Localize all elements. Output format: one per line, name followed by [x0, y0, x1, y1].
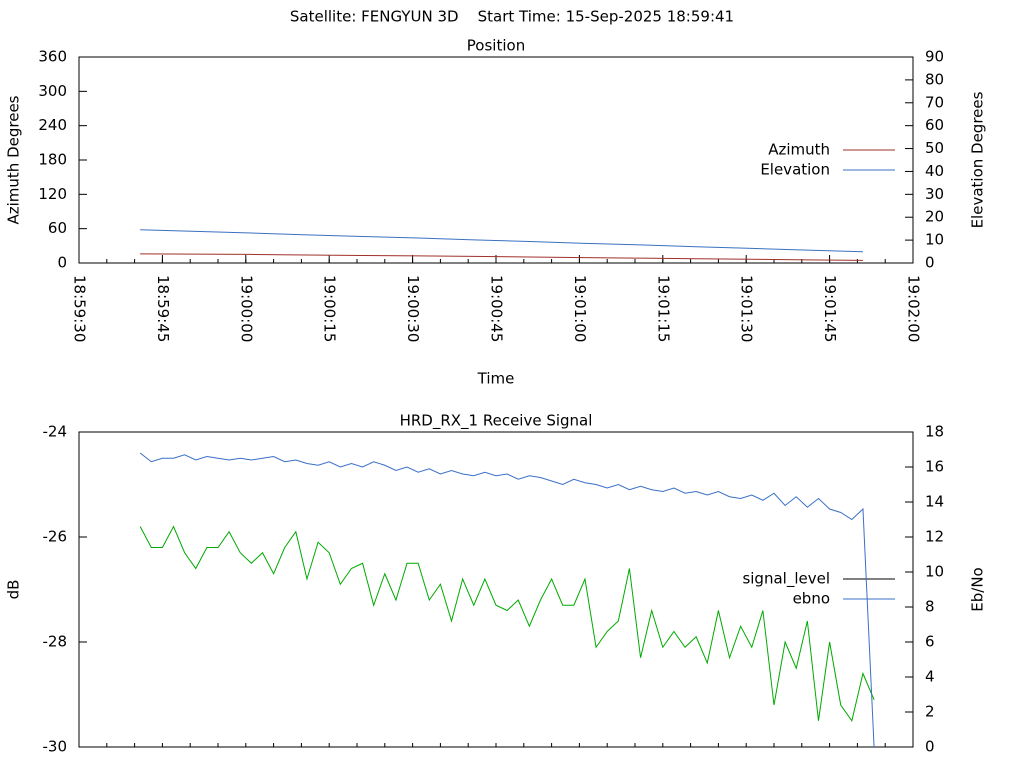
- y2-tick-label: 14: [925, 493, 944, 511]
- y2-tick-label: 30: [925, 185, 944, 203]
- y-axis-label: dB: [5, 580, 23, 600]
- series-line: [140, 253, 863, 261]
- y2-tick-label: 4: [925, 668, 935, 686]
- y2-axis-label: Eb/No: [969, 567, 987, 611]
- y2-axis-label: Elevation Degrees: [969, 91, 987, 228]
- y2-tick-label: 12: [925, 528, 944, 546]
- legend-label: signal_level: [742, 570, 830, 589]
- x-tick-label: 19:01:00: [571, 275, 589, 342]
- y2-tick-label: 50: [925, 139, 944, 157]
- series-line: [140, 229, 863, 253]
- chart-title: HRD_RX_1 Receive Signal: [400, 412, 593, 431]
- series-line: [139, 525, 875, 722]
- y2-tick-label: 16: [925, 458, 944, 476]
- y2-tick-label: 2: [925, 703, 935, 721]
- y-axis-label: Azimuth Degrees: [5, 95, 23, 224]
- y2-tick-label: 40: [925, 162, 944, 180]
- y-tick-label: -30: [43, 738, 68, 756]
- x-tick-label: 19:02:00: [905, 275, 923, 342]
- legend-label: ebno: [793, 590, 830, 608]
- y2-tick-label: 90: [925, 48, 944, 66]
- y2-tick-label: 8: [925, 598, 935, 616]
- y-tick-label: 60: [48, 219, 67, 237]
- y-tick-label: 180: [38, 151, 67, 169]
- y-tick-label: 240: [38, 116, 67, 134]
- x-tick-label: 19:00:00: [237, 275, 255, 342]
- legend-label: Azimuth: [768, 141, 830, 159]
- y-tick-label: -26: [43, 528, 68, 546]
- x-tick-label: 19:01:30: [738, 275, 756, 342]
- legend-label: Elevation: [760, 161, 830, 179]
- chart-title: Position: [467, 37, 525, 55]
- y2-tick-label: 6: [925, 633, 935, 651]
- x-tick-label: 19:00:30: [404, 275, 422, 342]
- y2-tick-label: 0: [925, 738, 935, 756]
- x-tick-label: 19:01:45: [821, 275, 839, 342]
- x-axis-label: Time: [477, 370, 515, 388]
- y2-tick-label: 20: [925, 208, 944, 226]
- y2-tick-label: 60: [925, 116, 944, 134]
- y2-tick-label: 18: [925, 423, 944, 441]
- y2-tick-label: 10: [925, 563, 944, 581]
- y2-tick-label: 10: [925, 231, 944, 249]
- y-tick-label: 0: [57, 254, 67, 272]
- x-tick-label: 18:59:45: [154, 275, 172, 342]
- x-tick-label: 19:01:15: [654, 275, 672, 342]
- y2-tick-label: 0: [925, 254, 935, 272]
- x-tick-label: 18:59:30: [71, 275, 89, 342]
- x-tick-label: 19:00:45: [488, 275, 506, 342]
- series-line: [139, 452, 875, 748]
- y2-tick-label: 70: [925, 93, 944, 111]
- y2-tick-label: 80: [925, 70, 944, 88]
- y-tick-label: 120: [38, 185, 67, 203]
- x-tick-label: 19:00:15: [321, 275, 339, 342]
- y-tick-label: -24: [43, 423, 68, 441]
- y-tick-label: -28: [43, 633, 68, 651]
- y-tick-label: 300: [38, 82, 67, 100]
- y-tick-label: 360: [38, 48, 67, 66]
- figure-title: Satellite: FENGYUN 3D Start Time: 15-Sep…: [290, 8, 734, 26]
